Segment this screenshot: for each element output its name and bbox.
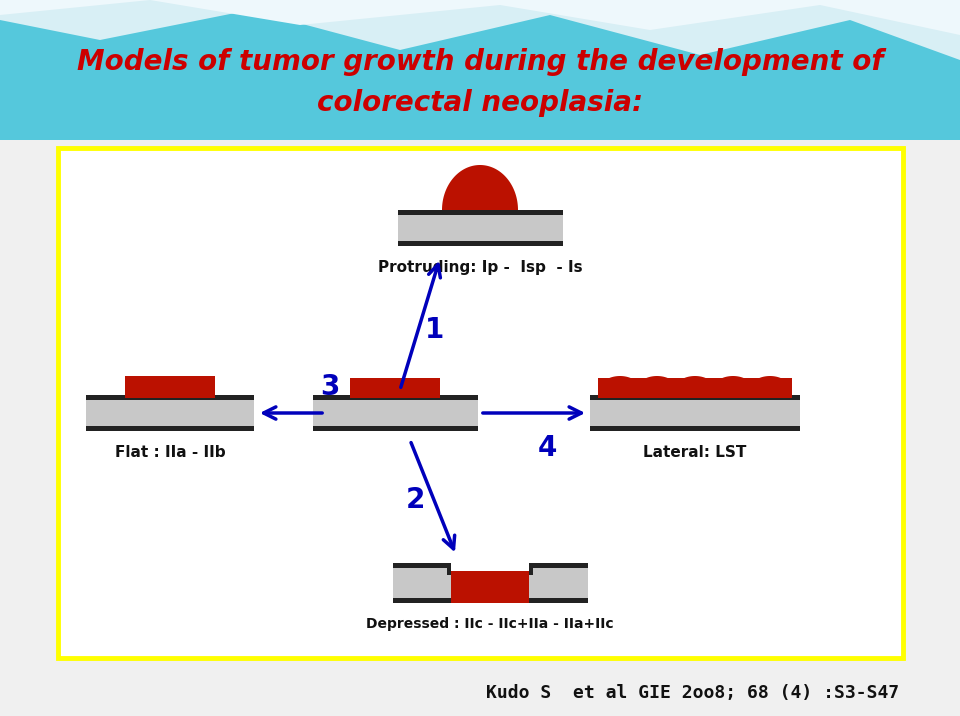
Bar	[590, 426, 800, 431]
Polygon shape	[635, 376, 679, 392]
Text: Kudo S  et al GIE 2oo8; 68 (4) :S3-S47: Kudo S et al GIE 2oo8; 68 (4) :S3-S47	[487, 684, 900, 702]
Bar	[590, 395, 800, 400]
Polygon shape	[711, 376, 755, 392]
Polygon shape	[748, 376, 792, 392]
Bar	[590, 395, 800, 431]
Polygon shape	[0, 0, 960, 35]
Polygon shape	[598, 376, 642, 392]
Bar	[0, 0, 960, 145]
Polygon shape	[0, 0, 960, 60]
Text: colorectal neoplasia:: colorectal neoplasia:	[317, 89, 643, 117]
Bar	[393, 563, 451, 603]
Text: 4: 4	[538, 434, 557, 462]
Bar	[529, 563, 588, 603]
Bar	[86, 426, 254, 431]
Bar	[313, 426, 477, 431]
Polygon shape	[673, 376, 717, 392]
Bar	[86, 395, 254, 431]
Bar	[397, 210, 563, 215]
Bar	[86, 395, 254, 400]
Bar	[529, 563, 533, 575]
Bar	[397, 241, 563, 246]
Bar	[397, 210, 563, 246]
Bar	[313, 395, 477, 431]
Text: Protruding: Ip -  Isp  - Is: Protruding: Ip - Isp - Is	[377, 260, 583, 275]
Bar	[393, 598, 451, 603]
Bar	[350, 378, 440, 398]
Bar	[529, 563, 588, 568]
Text: 2: 2	[405, 486, 424, 514]
Text: 3: 3	[321, 373, 340, 401]
Bar	[451, 571, 529, 603]
Polygon shape	[442, 165, 518, 210]
Text: Flat : IIa - IIb: Flat : IIa - IIb	[114, 445, 226, 460]
Bar	[58, 148, 903, 658]
Bar	[529, 598, 588, 603]
Bar	[598, 378, 792, 398]
Bar	[313, 395, 477, 400]
Bar	[0, 140, 960, 716]
Text: Models of tumor growth during the development of: Models of tumor growth during the develo…	[77, 48, 883, 76]
Text: Depressed : IIc - IIc+IIa - IIa+IIc: Depressed : IIc - IIc+IIa - IIa+IIc	[366, 617, 613, 631]
Text: Lateral: LST: Lateral: LST	[643, 445, 747, 460]
Bar	[393, 598, 588, 603]
Bar	[125, 376, 215, 398]
Bar	[447, 563, 451, 575]
Text: 1: 1	[424, 316, 444, 344]
Bar	[393, 563, 451, 568]
